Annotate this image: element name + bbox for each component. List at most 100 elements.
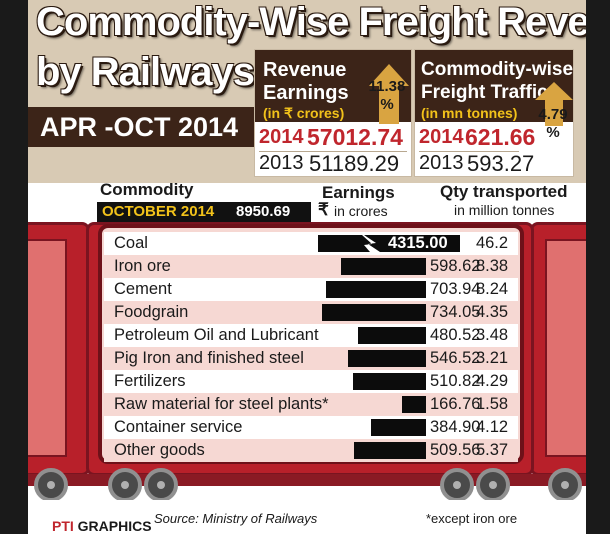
category-label: Cement bbox=[114, 280, 172, 298]
earnings-value-label: 166.76 bbox=[430, 395, 481, 413]
earnings-bar bbox=[341, 258, 426, 275]
earnings-unit: in crores bbox=[334, 203, 388, 219]
qty-value-label: 4.12 bbox=[475, 418, 509, 436]
category-label: Petroleum Oil and Lubricant bbox=[114, 326, 319, 344]
period-label: APR -OCT 2014 bbox=[26, 107, 258, 147]
wheel-icon bbox=[34, 468, 68, 502]
wheel-icon bbox=[548, 468, 582, 502]
table-row: Container service 384.90 4.12 bbox=[104, 416, 518, 439]
category-label: Container service bbox=[114, 418, 243, 436]
revenue-unit: (in ₹ crores) bbox=[263, 105, 345, 121]
earnings-bar bbox=[353, 373, 426, 390]
wheel-icon bbox=[440, 468, 474, 502]
table-row: Other goods 509.56 5.37 bbox=[104, 439, 518, 462]
table-row: Petroleum Oil and Lubricant 480.52 3.48 bbox=[104, 324, 518, 347]
footer bbox=[0, 500, 610, 534]
traffic-title-2: Freight Traffic bbox=[421, 82, 548, 103]
revenue-current-year: 2014 bbox=[259, 126, 304, 148]
earnings-bar bbox=[326, 281, 426, 298]
axis-break-icon bbox=[362, 235, 380, 252]
wheel-icon bbox=[476, 468, 510, 502]
source-note: Source: Ministry of Railways bbox=[154, 511, 318, 526]
revenue-box: Revenue Earnings (in ₹ crores) 11.38 % 2… bbox=[254, 49, 412, 177]
traffic-change-unit: % bbox=[546, 124, 560, 141]
right-border bbox=[586, 0, 610, 534]
traffic-current-year: 2014 bbox=[419, 126, 464, 148]
earnings-value-label: 734.05 bbox=[430, 303, 481, 321]
traffic-box: Commodity-wise Freight Traffic (in mn to… bbox=[414, 49, 574, 177]
table-row: Foodgrain 734.05 4.35 bbox=[104, 301, 518, 324]
table-row: Iron ore 598.62 8.38 bbox=[104, 255, 518, 278]
category-label: Pig Iron and finished steel bbox=[114, 349, 304, 367]
revenue-title-1: Revenue bbox=[263, 59, 347, 81]
revenue-current-value: 57012.74 bbox=[307, 124, 403, 150]
qty-value-label: 3.21 bbox=[475, 349, 509, 367]
earnings-value-label: 546.52 bbox=[430, 349, 481, 367]
october-bar bbox=[97, 202, 311, 222]
earnings-bar bbox=[402, 396, 426, 413]
october-value: 8950.69 bbox=[236, 203, 291, 220]
wheel-icon bbox=[108, 468, 142, 502]
revenue-title-2: Earnings bbox=[263, 82, 349, 104]
rupee-icon: ₹ bbox=[318, 200, 329, 219]
footnote: *except iron ore bbox=[426, 511, 518, 526]
title-line-2: by Railways bbox=[36, 50, 255, 94]
revenue-change: 11.38 bbox=[368, 78, 406, 95]
wheel-icon bbox=[144, 468, 178, 502]
traffic-previous-year: 2013 bbox=[419, 152, 464, 174]
qty-column-header: Qty transported bbox=[440, 182, 568, 201]
earnings-value-label: 4315.00 bbox=[388, 234, 448, 252]
earnings-bar bbox=[371, 419, 426, 436]
qty-value-label: 8.38 bbox=[475, 257, 509, 275]
category-label: Iron ore bbox=[114, 257, 171, 275]
traffic-current-value: 621.66 bbox=[465, 124, 536, 150]
category-label: Raw material for steel plants* bbox=[114, 395, 329, 413]
revenue-up-arrow-icon bbox=[369, 64, 409, 124]
revenue-previous-value: 51189.29 bbox=[309, 151, 400, 176]
earnings-bar bbox=[318, 235, 460, 252]
table-row: Coal 4315.00 46.2 bbox=[104, 232, 518, 255]
table-row: Fertilizers 510.82 4.29 bbox=[104, 370, 518, 393]
category-label: Foodgrain bbox=[114, 303, 189, 321]
traffic-unit: (in mn tonnes) bbox=[421, 105, 518, 121]
traffic-up-arrow-icon bbox=[535, 82, 573, 126]
earnings-bar bbox=[322, 304, 426, 321]
qty-value-label: 3.48 bbox=[475, 326, 509, 344]
earnings-value-label: 598.62 bbox=[430, 257, 481, 275]
traffic-previous-value: 593.27 bbox=[467, 151, 535, 176]
table-row: Pig Iron and finished steel 546.52 3.21 bbox=[104, 347, 518, 370]
qty-value-label: 46.2 bbox=[475, 234, 509, 252]
table-row: Cement 703.94 8.24 bbox=[104, 278, 518, 301]
rail-base bbox=[0, 474, 610, 486]
category-label: Other goods bbox=[114, 441, 205, 459]
traffic-change: 4.79 bbox=[538, 106, 568, 123]
revenue-previous-year: 2013 bbox=[259, 152, 304, 174]
october-label: OCTOBER 2014 bbox=[102, 203, 215, 220]
commodity-column-header: Commodity bbox=[100, 180, 194, 199]
qty-value-label: 5.37 bbox=[475, 441, 509, 459]
earnings-value-label: 703.94 bbox=[430, 280, 481, 298]
earnings-value-label: 510.82 bbox=[430, 372, 481, 390]
title-line-1: Commodity-Wise Freight Revenue bbox=[36, 0, 610, 44]
credit-text: GRAPHICS bbox=[77, 518, 152, 534]
table-row: Raw material for steel plants* 166.76 1.58 bbox=[104, 393, 518, 416]
earnings-bar bbox=[354, 442, 426, 459]
revenue-change-unit: % bbox=[380, 96, 394, 113]
credit: PTI GRAPHICS bbox=[52, 518, 152, 534]
qty-value-label: 4.29 bbox=[475, 372, 509, 390]
earnings-bar bbox=[348, 350, 426, 367]
qty-value-label: 8.24 bbox=[475, 280, 509, 298]
earnings-value-label: 480.52 bbox=[430, 326, 481, 344]
earnings-column-header: Earnings bbox=[322, 183, 395, 202]
revenue-separator bbox=[259, 151, 407, 152]
traffic-title-1: Commodity-wise bbox=[421, 59, 574, 80]
qty-unit: in million tonnes bbox=[454, 202, 555, 218]
earnings-bar bbox=[358, 327, 426, 344]
earnings-value-label: 509.56 bbox=[430, 441, 481, 459]
qty-value-label: 1.58 bbox=[475, 395, 509, 413]
traffic-separator bbox=[419, 151, 519, 152]
category-label: Fertilizers bbox=[114, 372, 186, 390]
credit-mark: PTI bbox=[52, 518, 74, 534]
category-label: Coal bbox=[114, 234, 148, 252]
